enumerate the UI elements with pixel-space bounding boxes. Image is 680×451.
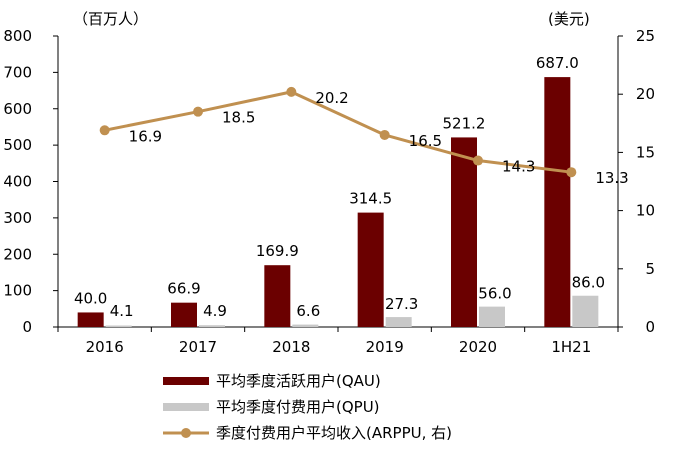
qau-bar (171, 302, 197, 327)
right-tick-label: 5 (645, 260, 655, 278)
right-tick-label: 10 (636, 202, 655, 220)
qau-data-label: 314.5 (349, 190, 392, 208)
arppu-point (286, 86, 297, 97)
x-tick-label: 2017 (179, 338, 217, 356)
qau-bar (357, 212, 384, 327)
qau-data-label: 521.2 (443, 114, 486, 132)
arppu-point (379, 129, 390, 140)
legend-arppu-marker (181, 428, 191, 438)
arppu-data-label: 16.9 (129, 127, 162, 145)
left-tick-label: 0 (22, 318, 32, 336)
x-tick-label: 2018 (272, 338, 310, 356)
left-tick-label: 800 (3, 27, 32, 45)
line-marks (99, 86, 577, 178)
qpu-data-label: 56.0 (478, 285, 511, 303)
x-tick-label: 2020 (459, 338, 497, 356)
qpu-data-label: 4.1 (110, 302, 134, 320)
bar-marks (77, 77, 599, 327)
arppu-point (566, 167, 577, 178)
qpu-data-label: 86.0 (572, 274, 605, 292)
left-tick-label: 300 (3, 209, 32, 227)
qpu-data-label: 6.6 (296, 302, 320, 320)
qpu-bar (572, 295, 599, 327)
legend-qpu-swatch (163, 403, 209, 411)
qau-data-label: 40.0 (74, 289, 107, 307)
qau-data-label: 687.0 (536, 54, 579, 72)
right-tick-label: 0 (645, 318, 655, 336)
legend-arppu-label: 季度付费用户平均收入(ARPPU, 右) (216, 424, 452, 442)
axes: 0 100 200 300 400 500 600 700 800 0 5 10 15 20 25 2016 2… (3, 10, 655, 356)
qpu-bar (292, 324, 319, 327)
legend-qpu-label: 平均季度付费用户(QPU) (216, 398, 380, 416)
qau-bar (264, 265, 291, 327)
legend: 平均季度活跃用户(QAU) 平均季度付费用户(QPU) 季度付费用户平均收入(ARP… (163, 372, 452, 442)
arppu-point (99, 125, 110, 136)
arppu-data-label: 16.5 (409, 132, 442, 150)
left-tick-label: 200 (3, 245, 32, 263)
qpu-data-label: 4.9 (203, 302, 227, 320)
arppu-point (473, 155, 483, 166)
right-axis-unit: (美元) (548, 10, 590, 28)
left-tick-label: 600 (3, 100, 32, 118)
x-tick-label: 1H21 (551, 338, 591, 356)
legend-qau-label: 平均季度活跃用户(QAU) (216, 372, 381, 390)
qpu-bar (105, 325, 132, 327)
arppu-data-label: 20.2 (315, 89, 348, 107)
arppu-data-label: 18.5 (222, 109, 255, 127)
arppu-point (193, 106, 203, 117)
qpu-bar (199, 325, 225, 327)
right-tick-label: 15 (636, 143, 655, 161)
qau-data-label: 169.9 (256, 242, 299, 260)
x-tick-label: 2019 (366, 338, 404, 356)
qpu-data-label: 27.3 (385, 295, 418, 313)
qau-data-label: 66.9 (167, 280, 200, 298)
qpu-bar (479, 306, 505, 327)
arppu-data-label: 14.3 (502, 158, 535, 176)
left-tick-label: 400 (3, 173, 32, 191)
right-tick-label: 20 (636, 85, 655, 103)
right-tick-label: 25 (636, 27, 655, 45)
qau-bar (451, 137, 477, 327)
left-tick-label: 500 (3, 136, 32, 154)
qau-bar (544, 77, 571, 327)
x-tick-label: 2016 (86, 338, 124, 356)
data-labels: 40.0 66.9 169.9 314.5 521.2 687.0 4.1 4.9 6.6 27.… (74, 54, 629, 320)
left-axis-unit: （百万人） (73, 10, 148, 28)
qau-bar (77, 312, 104, 327)
arppu-data-label: 13.3 (595, 169, 628, 187)
left-tick-label: 100 (3, 282, 32, 300)
arppu-line (104, 90, 572, 174)
legend-qau-swatch (163, 377, 209, 385)
qpu-bar (385, 317, 412, 327)
left-tick-label: 700 (3, 63, 32, 81)
